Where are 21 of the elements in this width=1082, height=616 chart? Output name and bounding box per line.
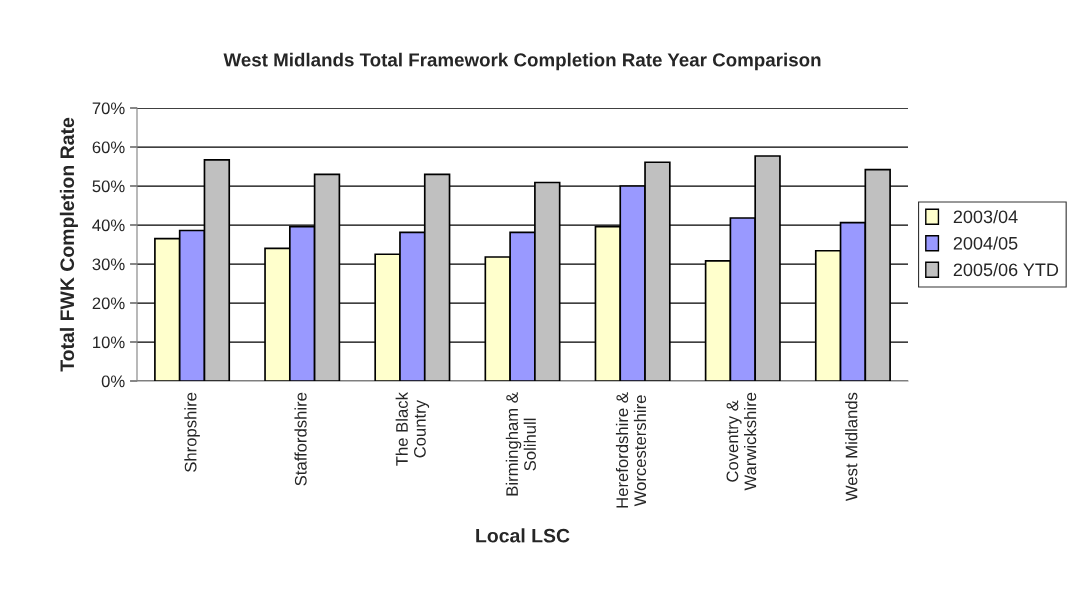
x-tick-label: The Black Country — [395, 392, 430, 466]
chart-title: West Midlands Total Framework Completion Rate Year Comparison — [223, 52, 821, 71]
x-tick-label: Staffordshire — [294, 392, 307, 486]
y-tick-label: 70% — [92, 102, 125, 115]
x-tick-label: West Midlands — [845, 392, 858, 502]
y-tick-label: 30% — [92, 258, 125, 271]
y-tick-label: 50% — [92, 180, 125, 193]
legend-label: 2003/04 — [953, 209, 1018, 224]
x-tick-label: Shropshire — [184, 392, 200, 472]
y-tick-label: 10% — [93, 336, 125, 349]
legend-label: 2005/06 YTD — [953, 262, 1059, 277]
y-tick-label: 60% — [92, 141, 125, 154]
y-axis-title: Total FWK Completion Rate — [59, 117, 78, 372]
x-axis-title: Local LSC — [476, 528, 570, 543]
y-tick-label: 20% — [92, 297, 125, 310]
legend-label: 2004/05 — [953, 236, 1018, 250]
y-tick-label: 40% — [92, 219, 125, 232]
y-tick-label: 0% — [101, 375, 125, 388]
x-tick-label: Birmingham & Solihull — [505, 392, 536, 496]
x-tick-label: Herefordshire & Worcestershire — [615, 392, 647, 508]
x-tick-label: Coventry & Warwickshire — [726, 392, 757, 491]
